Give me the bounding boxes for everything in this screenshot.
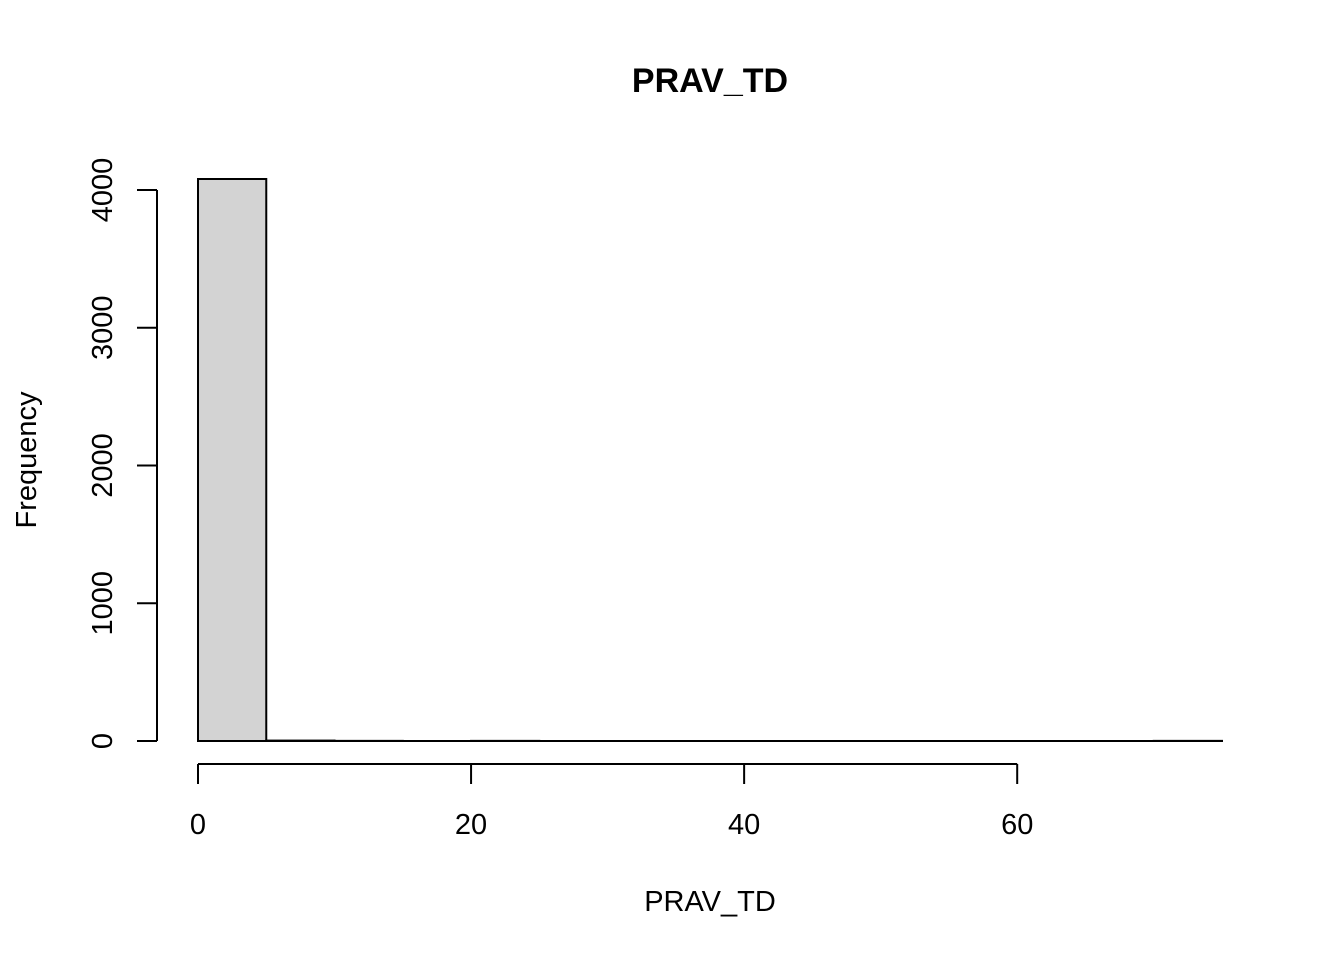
x-tick-label-0: 0 <box>190 809 206 841</box>
y-tick-label-1: 1000 <box>87 571 119 636</box>
y-tick-label-4: 4000 <box>87 158 119 223</box>
y-tick-label-3: 3000 <box>87 296 119 361</box>
y-axis-label: Frequency <box>11 391 43 529</box>
y-tick-label-2: 2000 <box>87 433 119 498</box>
x-tick-label-3: 60 <box>1001 809 1033 841</box>
y-axis: 0 1000 2000 3000 4000 <box>87 158 158 749</box>
y-tick-label-0: 0 <box>87 733 119 749</box>
x-tick-label-1: 20 <box>455 809 487 841</box>
bars-group <box>197 178 1223 743</box>
x-tick-label-2: 40 <box>728 809 760 841</box>
x-axis-label: PRAV_TD <box>644 886 776 918</box>
chart-title: PRAV_TD <box>632 62 788 100</box>
histogram-bar-0 <box>197 178 268 742</box>
x-axis: 0 20 40 60 <box>190 763 1033 841</box>
